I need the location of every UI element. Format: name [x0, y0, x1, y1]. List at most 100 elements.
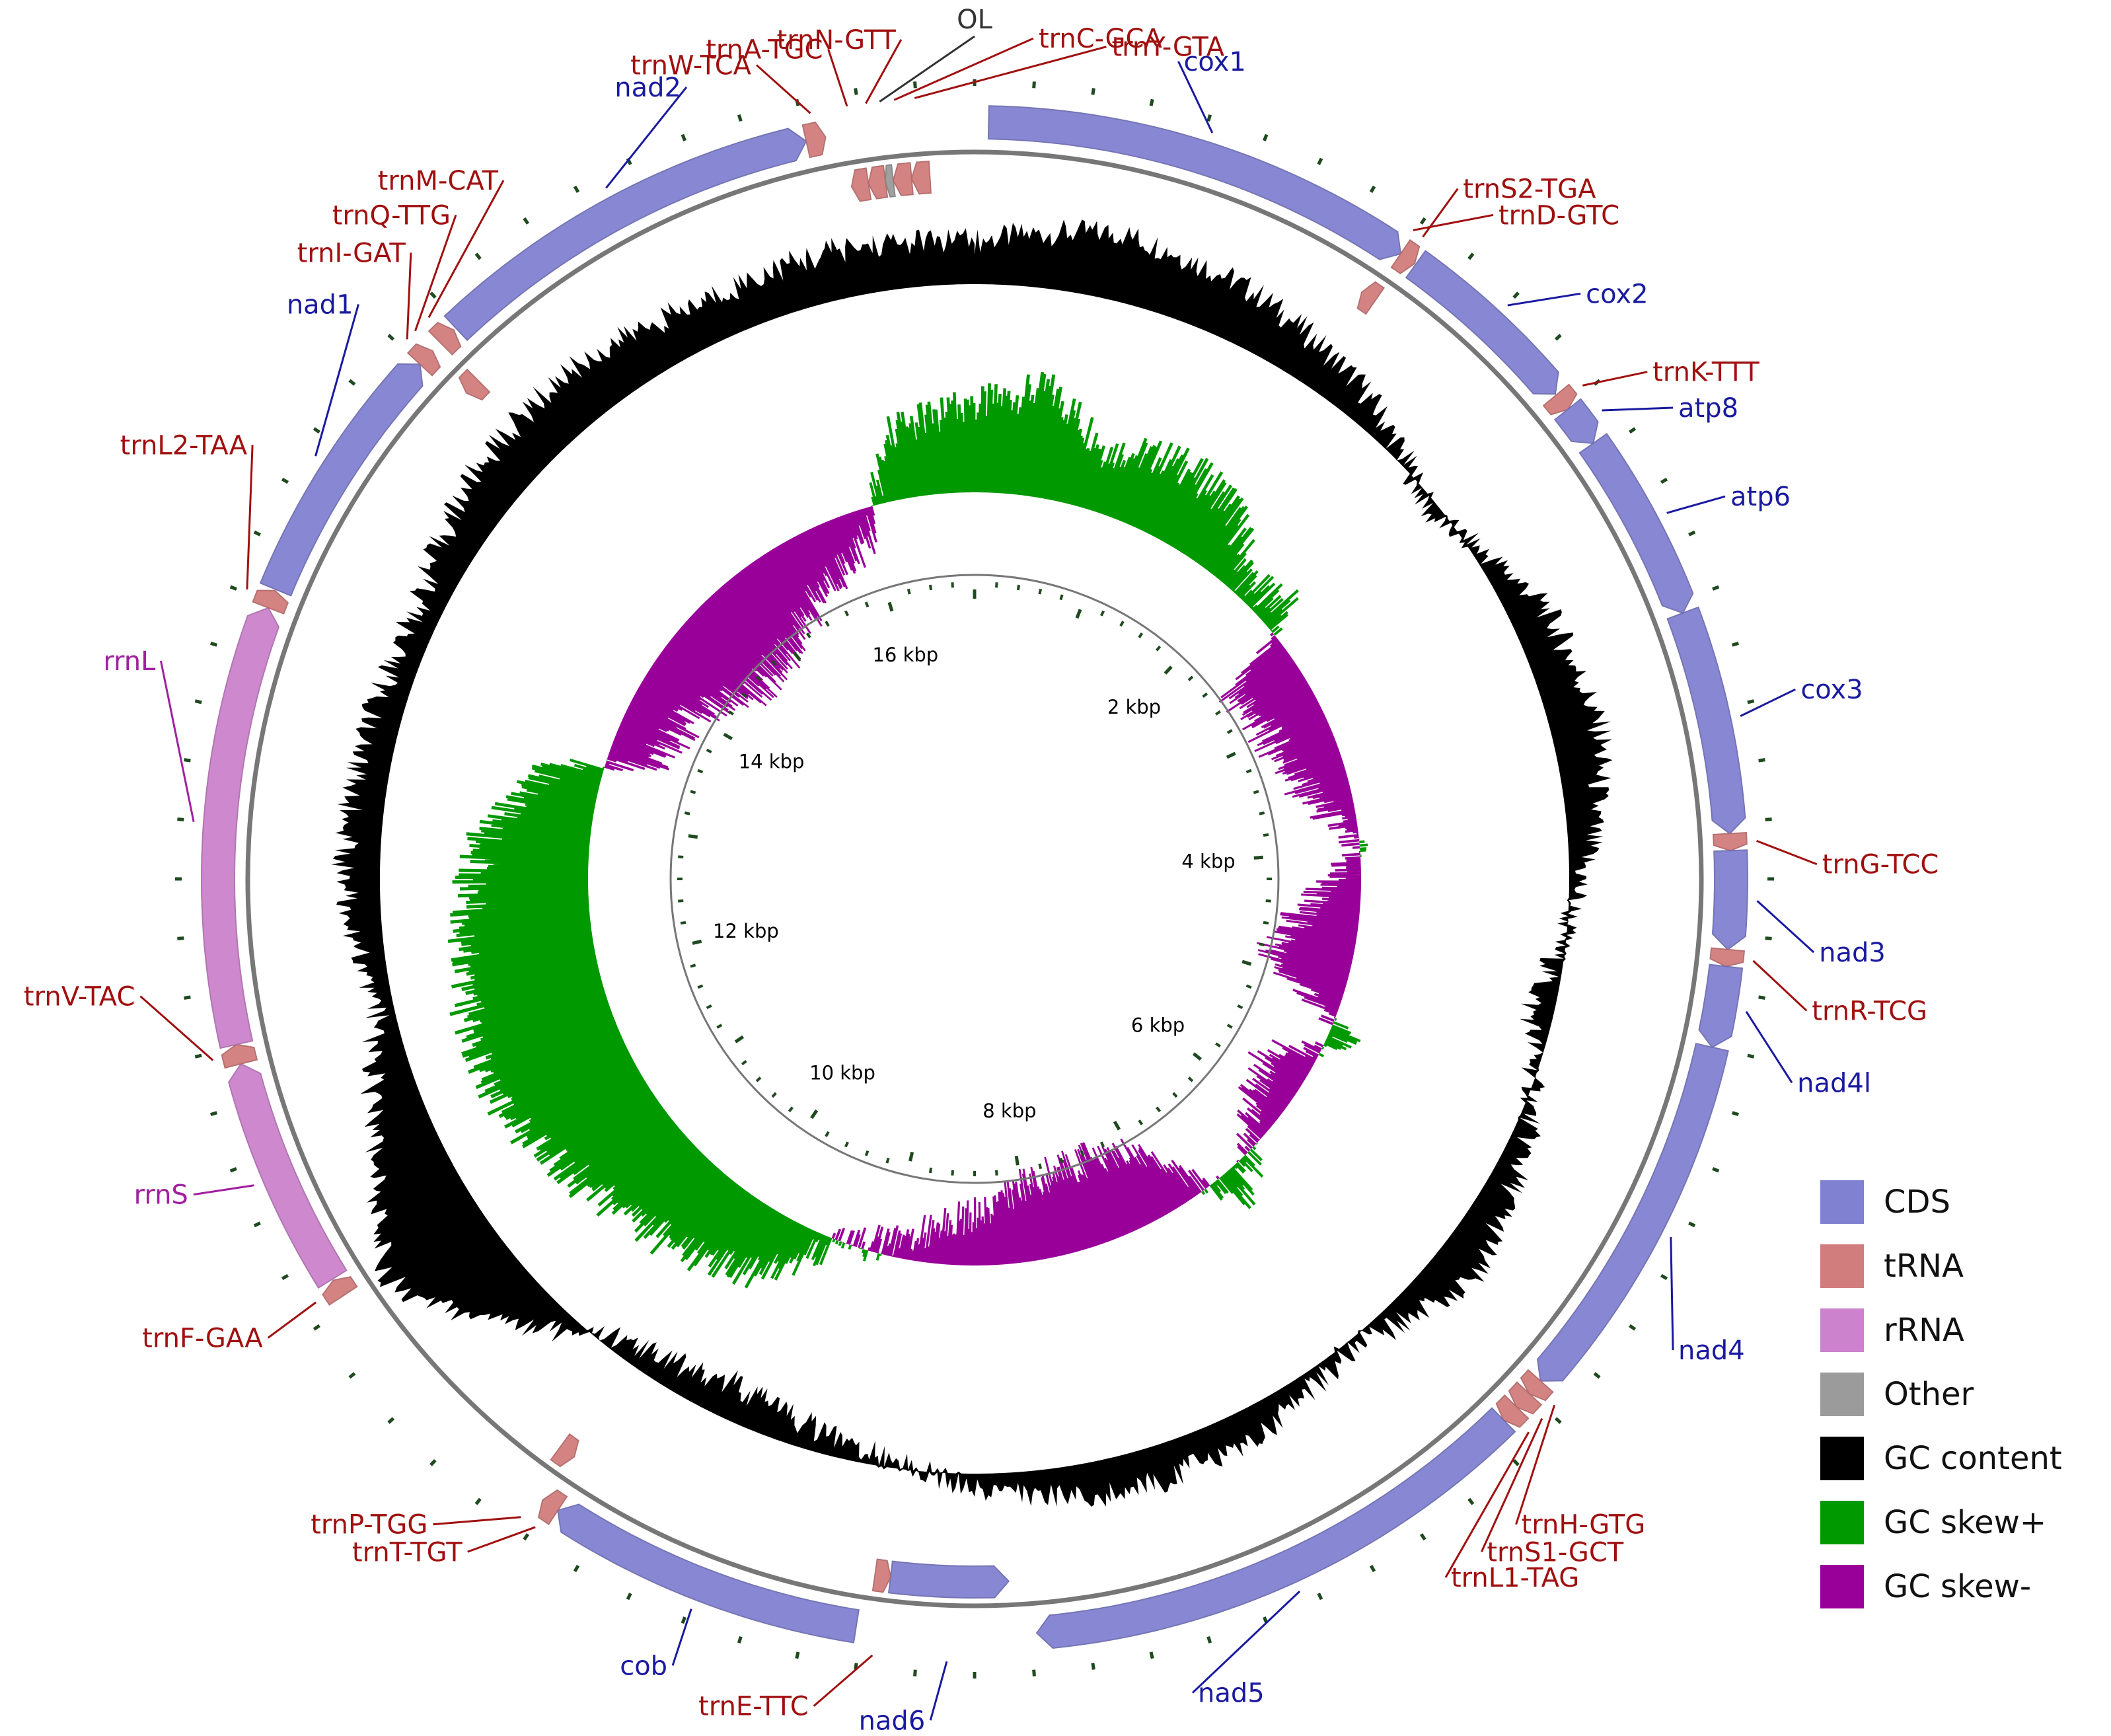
backbone-circle [245, 149, 1704, 1608]
label-cox2: cox2 [1586, 279, 1648, 309]
scale-tick [771, 1092, 777, 1098]
scale-tick [1014, 1155, 1019, 1166]
leader-line [1507, 292, 1581, 307]
scale-tick [1226, 1024, 1233, 1029]
scale-tick [1059, 594, 1064, 601]
position-tick [681, 133, 686, 141]
leader-line [1444, 1431, 1530, 1578]
position-tick [1032, 81, 1036, 89]
position-tick [1765, 817, 1772, 821]
scale-tick [885, 1157, 890, 1164]
leader-line [1582, 371, 1648, 387]
kbp-label: 14 kbp [739, 751, 805, 773]
feature-trns1-gct [1508, 1381, 1543, 1415]
position-tick [429, 291, 437, 299]
position-tick [681, 1616, 686, 1624]
position-tick [1554, 334, 1562, 341]
leader-line [865, 39, 903, 104]
scale-tick [741, 692, 747, 698]
position-tick [1712, 585, 1720, 591]
leader-line [756, 64, 811, 114]
legend-item-cds: CDS [1820, 1170, 2062, 1234]
legend-label-cds: CDS [1884, 1183, 1950, 1221]
position-tick [184, 995, 191, 1000]
feature-nad6 [887, 1560, 1010, 1599]
scale-tick [1245, 984, 1252, 989]
scale-tick [1215, 1042, 1221, 1048]
position-tick [474, 1497, 482, 1505]
leader-line [1745, 1010, 1793, 1084]
feature-nad4 [1536, 1043, 1729, 1382]
feature-trnc-gca [892, 162, 914, 196]
position-tick [253, 1221, 261, 1228]
legend-item-rrna: rRNA [1820, 1298, 2062, 1362]
scale-tick [1038, 588, 1043, 595]
scale-tick [1226, 751, 1236, 759]
scale-tick [1202, 692, 1208, 698]
legend-swatch-trna [1820, 1244, 1864, 1288]
feature-trnv-tac [221, 1043, 258, 1069]
scale-tick [1138, 632, 1144, 638]
gc-skew-negative [604, 506, 1362, 1265]
leader-line [467, 1526, 536, 1553]
position-tick [1731, 1111, 1739, 1117]
legend-swatch-gc-skew-plus [1820, 1500, 1864, 1544]
scale-tick [1119, 621, 1125, 627]
label-trns2-tga: trnS2-TGA [1463, 174, 1596, 205]
position-tick [210, 1111, 218, 1117]
leader-line [1666, 495, 1726, 514]
label-atp6: atp6 [1730, 482, 1791, 512]
gc-skew-track [447, 371, 1368, 1289]
scale-tick [907, 588, 911, 595]
label-trni-gat: trnI-GAT [297, 238, 406, 268]
kbp-label: 16 kbp [872, 644, 938, 666]
leader-line [605, 86, 688, 189]
scale-tick [755, 675, 762, 681]
scale-tick [690, 963, 696, 968]
scale-tick [995, 1170, 998, 1176]
leader-line [414, 214, 457, 332]
feature-trng-tcc [1712, 831, 1748, 852]
leader-line [246, 445, 254, 589]
position-tick [429, 1458, 437, 1466]
position-tick [737, 1636, 743, 1643]
kbp-label: 8 kbp [982, 1100, 1036, 1122]
position-tick [795, 1651, 800, 1659]
leader-line [433, 1516, 521, 1526]
scale-tick [995, 582, 998, 588]
scale-tick [1099, 1141, 1105, 1148]
position-tick [313, 1324, 320, 1331]
position-tick [1369, 185, 1376, 194]
position-tick [1629, 427, 1637, 434]
label-trne-ttc: trnE-TTC [698, 1692, 809, 1722]
position-tick [1317, 1593, 1323, 1601]
scale-tick [1059, 1157, 1064, 1164]
scale-tick [741, 1060, 747, 1066]
legend-label-trna: tRNA [1884, 1247, 1964, 1285]
feature-trnk-ttt [1542, 383, 1578, 416]
feature-trnt-tgt [537, 1489, 568, 1525]
scale-tick [844, 610, 850, 617]
scale-tick [678, 855, 684, 858]
scale-tick [1099, 610, 1105, 617]
feature-trna-tgc [850, 167, 872, 202]
leader-line [1413, 213, 1494, 231]
leader-line [1756, 900, 1815, 954]
legend-swatch-cds [1820, 1180, 1864, 1224]
position-tick [1629, 1324, 1637, 1331]
legend: CDS tRNA rRNA Other GC content GC skew+ … [1820, 1170, 2062, 1618]
scale-tick [825, 621, 830, 627]
label-rrns: rrnS [134, 1180, 188, 1211]
position-tick [1731, 641, 1739, 647]
scale-tick [810, 1109, 819, 1119]
legend-label-gc-skew-plus: GC skew+ [1884, 1503, 2047, 1541]
position-tick [1467, 1497, 1475, 1505]
position-tick [1419, 217, 1426, 225]
scale-tick [951, 1170, 954, 1176]
position-tick [177, 936, 184, 940]
position-tick [1758, 758, 1765, 763]
leader-line [827, 48, 848, 107]
leader-line [1602, 406, 1674, 412]
label-trnf-gaa: trnF-GAA [142, 1323, 263, 1353]
